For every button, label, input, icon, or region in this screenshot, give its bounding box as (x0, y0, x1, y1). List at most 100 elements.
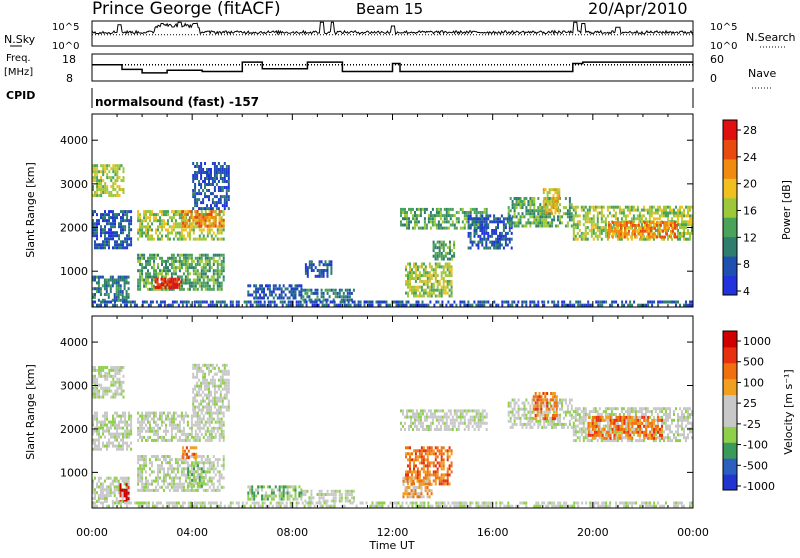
data-cell (263, 297, 265, 300)
data-cell (261, 495, 263, 498)
data-cell (287, 489, 289, 492)
data-cell (497, 247, 499, 250)
data-cell (464, 214, 466, 217)
data-cell (495, 304, 497, 307)
data-cell (104, 366, 106, 369)
data-cell (159, 436, 161, 439)
data-cell (163, 436, 165, 439)
data-cell (157, 477, 159, 480)
data-cell (205, 210, 207, 213)
data-cell (94, 191, 96, 194)
data-cell (217, 486, 219, 489)
data-cell (199, 263, 201, 266)
data-cell (106, 191, 108, 194)
data-cell (110, 191, 112, 194)
data-cell (453, 241, 455, 244)
data-cell (205, 254, 207, 257)
data-cell (547, 215, 549, 218)
data-cell (272, 301, 274, 304)
data-cell (439, 295, 441, 298)
data-cell (474, 220, 476, 223)
data-cell (139, 269, 141, 272)
data-cell (201, 427, 203, 430)
data-cell (603, 220, 605, 223)
data-cell (106, 240, 108, 243)
data-cell (191, 464, 193, 467)
data-cell (529, 197, 531, 200)
beam-label: Beam 15 (356, 0, 423, 18)
data-cell (173, 418, 175, 421)
data-cell (415, 268, 417, 271)
data-cell (194, 219, 196, 222)
data-cell (155, 213, 157, 216)
data-cell (164, 301, 166, 304)
data-cell (679, 232, 681, 235)
data-cell (221, 228, 223, 231)
data-cell (347, 292, 349, 295)
data-cell (677, 209, 679, 212)
data-cell (428, 214, 430, 217)
data-cell (553, 194, 555, 197)
data-cell (202, 397, 204, 400)
data-cell (683, 232, 685, 235)
data-cell (338, 304, 340, 307)
data-cell (196, 364, 198, 367)
data-cell (147, 418, 149, 421)
data-cell (214, 367, 216, 370)
data-cell (128, 477, 130, 480)
data-cell (149, 216, 151, 219)
data-cell (430, 211, 432, 214)
data-cell (143, 415, 145, 418)
data-cell (663, 301, 665, 304)
data-cell (539, 221, 541, 224)
data-cell (171, 266, 173, 269)
data-cell (223, 275, 225, 278)
data-cell (208, 397, 210, 400)
data-cell (104, 191, 106, 194)
data-cell (413, 286, 415, 289)
data-cell (96, 164, 98, 167)
data-cell (210, 183, 212, 186)
data-cell (175, 474, 177, 477)
data-cell (285, 294, 287, 297)
data-cell (212, 304, 214, 307)
data-cell (96, 290, 98, 293)
data-cell (126, 492, 128, 495)
data-cell (669, 206, 671, 209)
data-cell (634, 233, 636, 236)
colorbar-segment (723, 237, 737, 257)
data-cell (650, 227, 652, 230)
data-cell (169, 458, 171, 461)
data-cell (256, 304, 258, 307)
data-cell (141, 415, 143, 418)
data-cell (226, 370, 228, 373)
data-cell (293, 489, 295, 492)
data-cell (632, 230, 634, 233)
data-cell (222, 382, 224, 385)
data-cell (126, 430, 128, 433)
data-cell (641, 209, 643, 212)
data-cell (215, 210, 217, 213)
data-cell (681, 226, 683, 229)
data-cell (468, 220, 470, 223)
data-cell (108, 164, 110, 167)
data-cell (205, 470, 207, 473)
data-cell (171, 480, 173, 483)
data-cell (134, 301, 136, 304)
data-cell (173, 421, 175, 424)
data-cell (295, 284, 297, 287)
data-cell (137, 474, 139, 477)
data-cell (137, 489, 139, 492)
data-cell (155, 439, 157, 442)
data-cell (155, 480, 157, 483)
data-cell (295, 498, 297, 501)
data-cell (660, 221, 662, 224)
data-cell (423, 304, 425, 307)
data-cell (221, 433, 223, 436)
data-cell (211, 266, 213, 269)
data-cell (141, 489, 143, 492)
data-cell (177, 430, 179, 433)
data-cell (619, 206, 621, 209)
data-cell (255, 489, 257, 492)
data-cell (163, 219, 165, 222)
